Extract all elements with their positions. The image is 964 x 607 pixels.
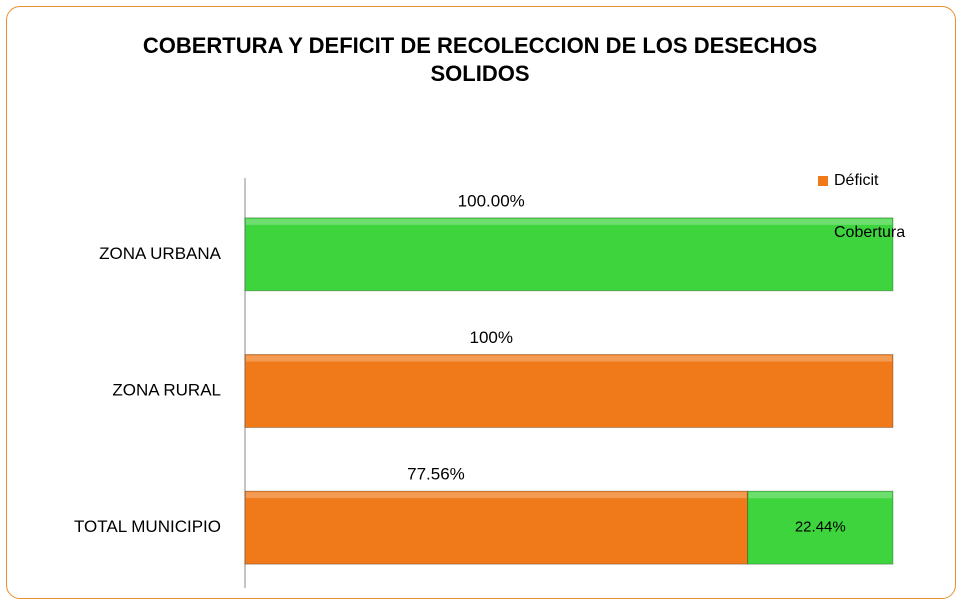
data-label: 100% [469,328,512,347]
bar-highlight [246,492,747,499]
y-tick-label: TOTAL MUNICIPIO [74,517,221,536]
legend-label: Cobertura [834,224,905,241]
bar [244,217,894,292]
chart-title: COBERTURA Y DEFICIT DE RECOLECCION DE LO… [142,33,818,86]
data-label: 100.00% [458,191,525,210]
legend-swatch [818,228,828,238]
y-tick-label: ZONA URBANA [99,244,222,263]
y-tick-label: ZONA RURAL [112,380,221,399]
legend-swatch [818,176,828,186]
bar [244,490,749,565]
bar [747,490,894,565]
bar-highlight [246,218,892,225]
data-label: 22.44% [795,519,846,536]
data-label: 77.56% [407,465,465,484]
bar-highlight [246,355,892,362]
bar-highlight [748,492,892,499]
legend-label: Déficit [834,172,879,189]
bar [244,354,894,428]
